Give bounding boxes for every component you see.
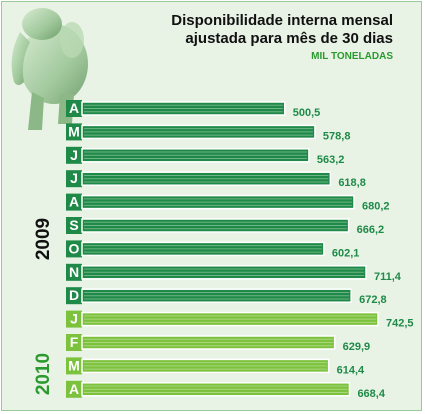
bar	[81, 124, 316, 140]
month-label-bg	[66, 217, 82, 234]
month-label: N	[69, 264, 79, 280]
bar	[81, 311, 379, 327]
month-label: A	[69, 194, 79, 210]
value-label: 500,5	[293, 107, 321, 119]
month-label-bg	[66, 193, 82, 211]
bar	[81, 288, 352, 303]
elephant-mascot-icon	[11, 8, 88, 130]
month-label: J	[70, 147, 78, 163]
value-label: 578,8	[323, 130, 351, 142]
month-label: F	[70, 334, 79, 350]
month-label: J	[70, 170, 78, 186]
month-label: A	[69, 100, 79, 116]
value-label: 614,4	[337, 364, 365, 376]
month-label-bg	[66, 100, 82, 117]
month-label-bg	[66, 287, 82, 305]
month-label: D	[69, 287, 79, 303]
value-label: 711,4	[374, 271, 402, 283]
value-label: 742,5	[386, 318, 414, 330]
bar	[81, 171, 332, 186]
month-label: M	[68, 357, 80, 373]
chart-title: Disponibilidade interna mensal ajustada …	[171, 12, 393, 48]
month-label-bg	[66, 123, 82, 141]
bar	[81, 382, 351, 397]
month-label-bg	[66, 380, 82, 398]
value-label: 618,8	[338, 177, 366, 189]
chart-title-line-2: ajustada para mês de 30 dias	[185, 30, 393, 47]
month-label-bg	[66, 357, 82, 375]
bar	[81, 194, 355, 210]
chart-unit: MIL TONELADAS	[311, 51, 393, 62]
value-label: 629,9	[343, 341, 371, 353]
bar	[81, 148, 310, 163]
bar	[81, 218, 350, 233]
month-label-bg	[66, 263, 82, 281]
bar	[81, 101, 286, 116]
bar	[81, 265, 367, 280]
month-label-bg	[66, 146, 82, 164]
value-label: 668,4	[357, 388, 385, 400]
month-label: S	[69, 217, 78, 233]
value-label: 563,2	[317, 154, 345, 166]
chart-title-line-1: Disponibilidade interna mensal	[171, 12, 393, 29]
bar	[81, 335, 336, 350]
value-label: 680,2	[362, 201, 390, 213]
month-label: A	[69, 381, 79, 397]
value-label: 672,8	[359, 294, 387, 306]
value-label: 666,2	[357, 224, 385, 236]
month-label: M	[68, 123, 80, 139]
month-label-bg	[66, 170, 82, 188]
month-label-bg	[66, 240, 82, 258]
value-label: 602,1	[332, 247, 360, 259]
month-label: O	[69, 240, 80, 256]
month-label: J	[70, 311, 78, 327]
month-label-bg	[66, 310, 82, 328]
bar	[81, 241, 325, 257]
month-label-bg	[66, 334, 82, 351]
bar	[81, 358, 330, 374]
